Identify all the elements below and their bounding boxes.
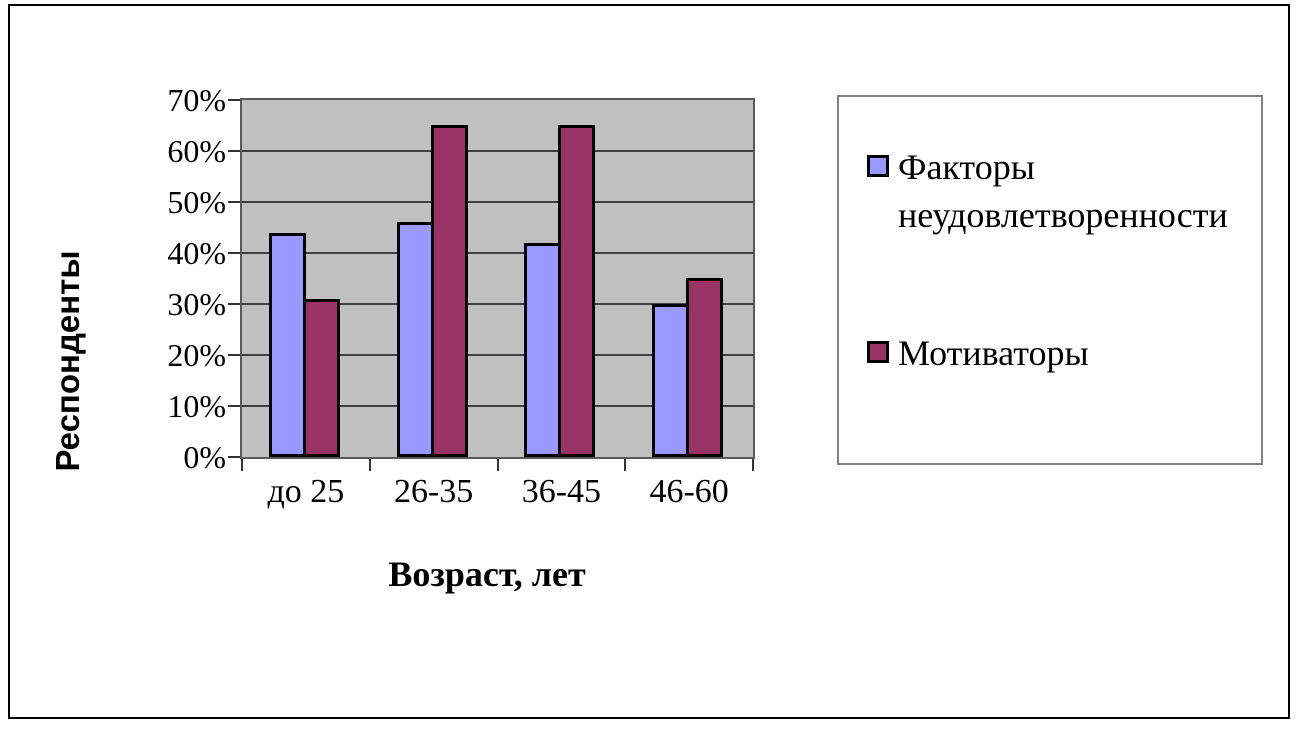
y-tick-label: 20% [167, 337, 226, 373]
x-tick-mark [368, 459, 371, 471]
bar-motivators-0 [302, 299, 340, 457]
gridline [242, 303, 753, 305]
legend-item-dissatisfaction-factors: Факторы неудовлетворенности [867, 143, 1253, 239]
gridline [242, 201, 753, 203]
y-tick-label: 30% [167, 286, 226, 322]
gridline [242, 354, 753, 356]
y-tick-mark [228, 303, 240, 305]
bar-dissatisfaction-0 [268, 233, 306, 457]
x-tick-label: 46-60 [649, 473, 729, 510]
y-tick-mark [228, 405, 240, 407]
y-tick-label: 10% [167, 388, 226, 424]
y-tick-mark [228, 456, 240, 458]
y-tick-label: 40% [167, 235, 226, 271]
legend-label-dissatisfaction-factors: Факторы неудовлетворенности [898, 147, 1228, 235]
y-tick-mark [228, 150, 240, 152]
x-tick-label: 36-45 [521, 473, 602, 510]
gridline [242, 252, 753, 254]
x-tick-mark [752, 459, 754, 471]
y-tick-label: 70% [167, 82, 226, 118]
bar-motivators-3 [686, 278, 724, 457]
legend: Факторы неудовлетворенности Мотиваторы [837, 95, 1263, 465]
y-tick-mark [228, 99, 240, 101]
y-tick-mark [228, 201, 240, 203]
x-tick-label: до 25 [267, 473, 345, 510]
x-tick-mark [496, 459, 499, 471]
x-tick-label: 26-35 [393, 473, 474, 510]
bar-motivators-1 [430, 125, 468, 457]
y-axis-title: Респонденты [49, 250, 86, 472]
y-tick-label: 0% [183, 439, 226, 475]
y-tick-label: 50% [167, 184, 226, 220]
x-tick-mark [241, 459, 243, 471]
gridline [242, 405, 753, 407]
bar-dissatisfaction-3 [652, 304, 690, 457]
bar-dissatisfaction-1 [396, 222, 434, 457]
gridline [242, 150, 753, 152]
legend-swatch-dissatisfaction-factors [867, 155, 889, 177]
bar-dissatisfaction-2 [524, 243, 562, 457]
legend-item-motivators: Мотиваторы [867, 329, 1253, 377]
y-tick-mark [228, 252, 240, 254]
y-tick-mark [228, 354, 240, 356]
x-axis-title: Возраст, лет [388, 554, 586, 594]
y-tick-label: 60% [167, 133, 226, 169]
legend-label-motivators: Мотиваторы [898, 333, 1089, 373]
plot-area: до 25 26-35 36-45 46-60 [240, 98, 755, 510]
x-tick-mark [624, 459, 627, 471]
legend-swatch-motivators [867, 341, 889, 363]
bar-motivators-2 [558, 125, 596, 457]
